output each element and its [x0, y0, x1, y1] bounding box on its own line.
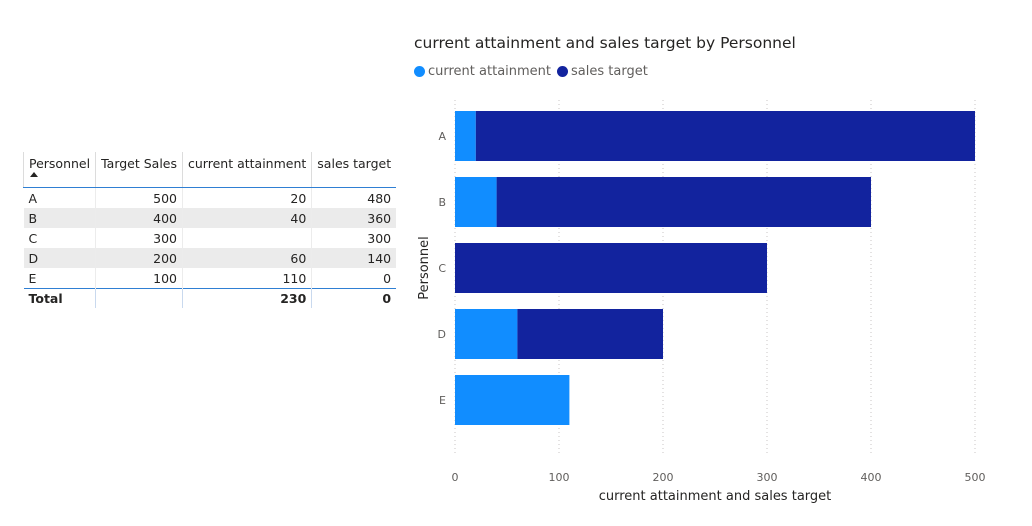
- cell-target-sales: 300: [95, 228, 183, 248]
- y-category-label: C: [438, 262, 446, 275]
- bar-sales-target-C[interactable]: [455, 243, 767, 293]
- category-axis: A B C D E: [438, 130, 447, 407]
- total-target-sales: [95, 288, 183, 308]
- legend-label: current attainment: [428, 64, 552, 79]
- bar-sales-target-D[interactable]: [517, 309, 663, 359]
- x-tick-label: 300: [757, 471, 778, 484]
- y-category-label: E: [439, 394, 446, 407]
- bars: [455, 111, 975, 425]
- value-axis: 0 100 200 300 400 500: [452, 471, 986, 484]
- total-label: Total: [23, 288, 96, 308]
- cell-current-attainment: 110: [182, 268, 312, 289]
- legend-dot-icon: [557, 66, 569, 77]
- x-tick-label: 400: [861, 471, 882, 484]
- x-axis-title: current attainment and sales target: [599, 489, 832, 504]
- cell-sales-target: 300: [311, 228, 397, 248]
- x-tick-label: 200: [653, 471, 674, 484]
- cell-current-attainment: 20: [182, 187, 312, 208]
- column-header-sales-target[interactable]: sales target: [311, 152, 397, 188]
- cell-target-sales: 500: [95, 187, 183, 208]
- total-current-attainment: 230: [182, 288, 312, 308]
- bar-current-attainment-A[interactable]: [455, 111, 476, 161]
- bar-sales-target-B[interactable]: [496, 177, 871, 227]
- y-category-label: B: [438, 196, 446, 209]
- cell-target-sales: 400: [95, 208, 183, 228]
- legend-item-current-attainment[interactable]: current attainment: [414, 64, 551, 79]
- cell-current-attainment: [182, 228, 312, 248]
- table-row: B 400 40 360: [23, 208, 397, 228]
- bar-sales-target-A[interactable]: [475, 111, 975, 161]
- cell-target-sales: 200: [95, 248, 183, 268]
- legend-dot-icon: [414, 66, 425, 77]
- x-tick-label: 0: [452, 471, 459, 484]
- y-category-label: A: [438, 130, 446, 143]
- data-table: Personnel Target Sales current attainmen…: [22, 152, 397, 308]
- table-row: D 200 60 140: [23, 248, 397, 268]
- x-tick-label: 100: [549, 471, 570, 484]
- cell-current-attainment: 60: [182, 248, 312, 268]
- cell-current-attainment: 40: [182, 208, 312, 228]
- cell-personnel: C: [28, 230, 38, 246]
- cell-personnel: E: [28, 270, 37, 286]
- legend-label: sales target: [571, 64, 648, 79]
- y-axis-title: Personnel: [417, 236, 432, 300]
- cell-personnel: D: [23, 248, 96, 268]
- cell-sales-target: 480: [311, 187, 397, 208]
- column-header-target-sales[interactable]: Target Sales: [95, 152, 183, 188]
- column-header-personnel[interactable]: Personnel: [22, 152, 96, 188]
- cell-sales-target: 140: [311, 248, 397, 268]
- cell-sales-target: 360: [311, 208, 397, 228]
- table-row: E 100 110 0: [24, 268, 397, 289]
- bar-current-attainment-D[interactable]: [455, 309, 518, 359]
- cell-sales-target: 0: [311, 268, 397, 289]
- table-row: C 300 300: [24, 228, 397, 248]
- chart-title: current attainment and sales target by P…: [414, 34, 796, 52]
- cell-target-sales: 100: [95, 268, 183, 289]
- cell-personnel: A: [28, 190, 38, 206]
- table-header-row: Personnel Target Sales current attainmen…: [22, 152, 397, 188]
- y-category-label: D: [438, 328, 446, 341]
- column-header-current-attainment[interactable]: current attainment: [182, 152, 312, 188]
- bar-current-attainment-B[interactable]: [455, 177, 497, 227]
- table-row: A 500 20 480: [24, 187, 397, 208]
- x-tick-label: 500: [965, 471, 986, 484]
- cell-personnel: B: [23, 208, 96, 228]
- total-sales-target: 0: [311, 288, 397, 308]
- table-total-row: Total 230 0: [23, 288, 397, 308]
- bar-current-attainment-E[interactable]: [455, 375, 570, 425]
- chart-legend: current attainment sales target: [414, 64, 654, 79]
- bar-chart: A B C D E 0 100 200 300 400 500 current attainmen…: [417, 100, 986, 504]
- legend-item-sales-target[interactable]: sales target: [557, 64, 648, 79]
- sort-ascending-icon[interactable]: [30, 172, 38, 177]
